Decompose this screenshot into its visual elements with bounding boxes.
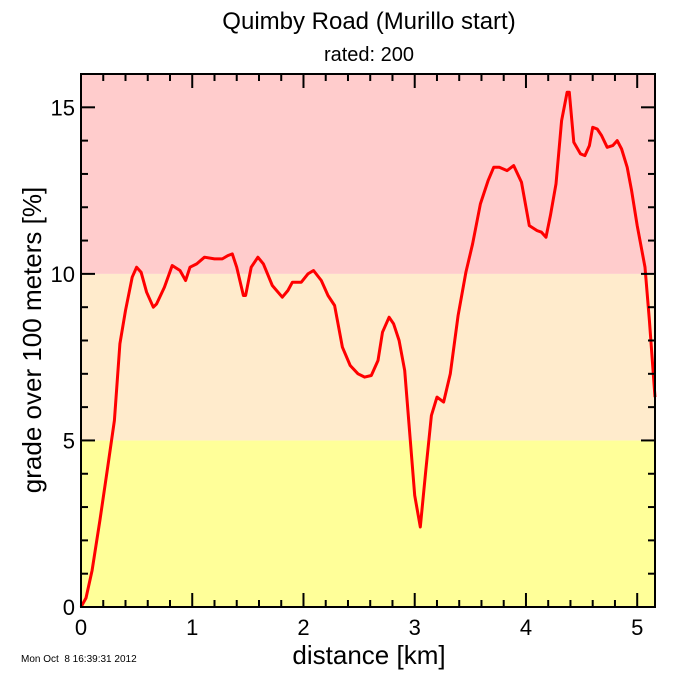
y-tick-label: 10 [51, 262, 75, 287]
band-10-16 [81, 74, 655, 274]
plot-frame [80, 73, 656, 608]
y-tick-label: 5 [63, 428, 75, 453]
chart-title: Quimby Road (Murillo start) [222, 8, 515, 35]
grade-bands [81, 74, 655, 607]
tick-labels: 0 1 2 3 4 5 0 5 10 15 [51, 95, 644, 640]
timestamp: Mon Oct 8 16:39:31 2012 [21, 654, 137, 665]
x-tick-label: 3 [409, 615, 421, 640]
band-5-10 [81, 273, 655, 441]
y-tick-label: 0 [63, 595, 75, 620]
x-tick-label: 5 [631, 615, 643, 640]
x-tick-label: 4 [520, 615, 532, 640]
grade-line [79, 90, 657, 608]
x-tick-label: 0 [75, 615, 87, 640]
x-tick-label: 1 [186, 615, 198, 640]
x-tick-label: 2 [297, 615, 309, 640]
chart-subtitle: rated: 200 [324, 44, 414, 66]
y-tick-label: 15 [51, 95, 75, 120]
y-axis-label: grade over 100 meters [%] [17, 187, 47, 493]
x-axis-label: distance [km] [292, 640, 445, 670]
band-0-5 [81, 440, 655, 607]
